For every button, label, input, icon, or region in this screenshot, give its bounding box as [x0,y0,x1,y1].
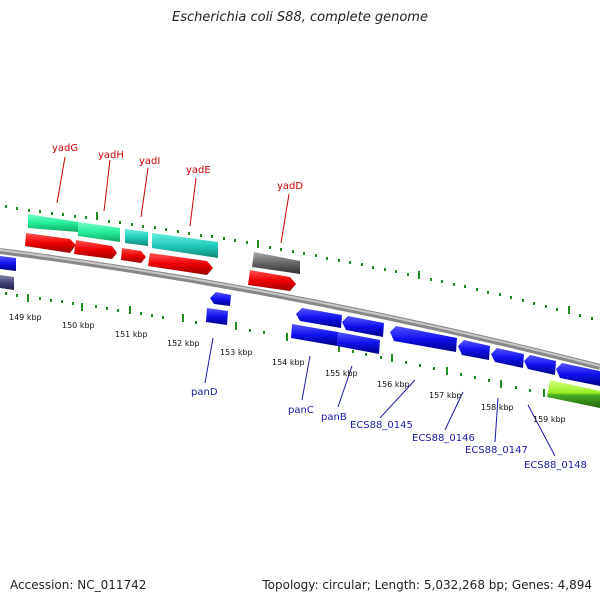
gene-gray[interactable] [252,252,300,274]
gene-ECS88_0146[interactable] [458,340,490,360]
genome-title: Escherichia coli S88, complete genome [172,10,428,25]
kbp-label: 149 kbp [9,313,42,322]
gene-yadE-teal[interactable] [152,233,218,258]
gene-yadI-teal[interactable] [125,229,148,246]
kbp-label: 158 kbp [481,403,514,412]
gene-yadD-red[interactable] [248,270,296,291]
gene-label-yadD[interactable]: yadD [277,181,303,192]
gene-panC[interactable] [291,324,338,346]
gene-yadG-mint[interactable] [28,214,78,232]
gene-right-lime[interactable] [547,380,600,408]
genome-info-text: Topology: circular; Length: 5,032,268 bp… [262,578,592,592]
kbp-label: 154 kbp [272,358,305,367]
gene-yadH-mint[interactable] [78,222,120,242]
upper-label-lines [56,156,290,244]
gene-label-ECS88_0148[interactable]: ECS88_0148 [524,460,587,471]
gene-left-blue[interactable] [0,256,16,271]
gene-yadI-red[interactable] [121,248,146,263]
upper-genes [0,214,300,291]
gene-panD-small[interactable] [210,292,231,306]
kbp-label: 159 kbp [533,415,566,424]
gene-panC-upper[interactable] [296,308,342,328]
gene-label-yadG[interactable]: yadG [52,143,78,154]
gene-label-ECS88_0145[interactable]: ECS88_0145 [350,420,413,431]
upper-tick-track [5,205,593,320]
kbp-label: 151 kbp [115,330,148,339]
gene-left-slate[interactable] [0,275,14,290]
lower-gene-labels: panD panC panB ECS88_0145 ECS88_0146 ECS… [191,387,587,471]
gene-label-yadI[interactable]: yadI [139,156,160,167]
kbp-axis-labels: 149 kbp 150 kbp 151 kbp 152 kbp 153 kbp … [9,313,566,424]
gene-label-panB[interactable]: panB [321,412,347,423]
upper-gene-labels: yadG yadH yadI yadE yadD [52,143,303,192]
kbp-label: 155 kbp [325,369,358,378]
gene-yadH-red[interactable] [74,240,117,259]
gene-panD[interactable] [206,308,228,325]
kbp-label: 153 kbp [220,348,253,357]
accession-text: Accession: NC_011742 [10,578,147,592]
gene-panB-upper[interactable] [342,316,384,337]
gene-yadG-red[interactable] [25,233,76,253]
gene-label-panD[interactable]: panD [191,387,218,398]
gene-yadE-red[interactable] [148,253,213,275]
kbp-label: 157 kbp [429,391,462,400]
lower-genes [206,292,600,408]
lower-label-lines [204,337,556,457]
gene-ECS88_0145[interactable] [390,326,457,352]
gene-panB[interactable] [337,332,380,354]
kbp-label: 156 kbp [377,380,410,389]
gene-ECS88_0147[interactable] [491,348,524,368]
kbp-label: 150 kbp [62,321,95,330]
kbp-label: 152 kbp [167,339,200,348]
gene-ECS88_0148[interactable] [524,355,556,375]
gene-label-yadE[interactable]: yadE [186,165,211,176]
gene-label-ECS88_0146[interactable]: ECS88_0146 [412,433,475,444]
gene-right-blue[interactable] [556,363,600,386]
gene-label-panC[interactable]: panC [288,405,314,416]
gene-label-ECS88_0147[interactable]: ECS88_0147 [465,445,528,456]
gene-label-yadH[interactable]: yadH [98,150,124,161]
